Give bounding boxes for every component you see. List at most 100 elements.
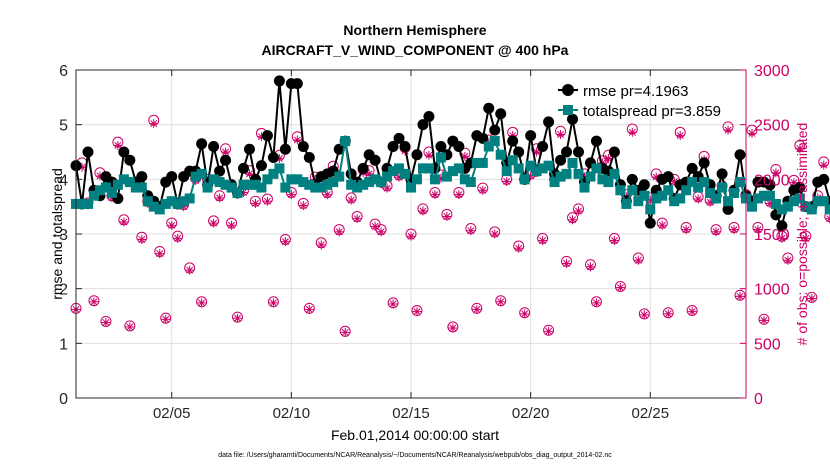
rmse-point — [537, 141, 549, 153]
spread-point — [549, 177, 560, 188]
asterisk-stroke — [168, 221, 176, 229]
asterisk-stroke — [263, 197, 271, 205]
rmse-point — [489, 124, 501, 136]
rmse-point — [794, 182, 806, 194]
spread-point — [280, 182, 291, 193]
rmse-point — [662, 171, 674, 183]
asterisk-stroke — [604, 155, 612, 163]
spread-point — [334, 171, 345, 182]
spread-point — [800, 201, 811, 212]
spread-point — [406, 182, 416, 193]
asterisk-stroke — [521, 310, 529, 318]
rmse-point — [525, 130, 537, 142]
obs-assimilated-marker — [556, 130, 566, 140]
spread-point — [136, 182, 147, 193]
obs-assimilated-marker — [418, 206, 428, 216]
spread-point — [758, 190, 769, 201]
legend: rmse pr=4.1963 totalspread pr=3.859 — [558, 83, 721, 120]
obs-assimilated-marker — [663, 309, 673, 319]
asterisk-stroke — [652, 173, 660, 181]
spread-point — [262, 174, 273, 185]
spread-point — [370, 174, 381, 185]
rmse-point — [82, 146, 94, 158]
spread-point — [824, 204, 830, 215]
obs-assimilated-marker — [729, 225, 739, 235]
obs-assimilated-marker — [801, 233, 811, 243]
spread-point — [555, 171, 566, 182]
obs-assimilated-marker — [250, 198, 260, 208]
obs-assimilated-marker — [125, 322, 135, 332]
rmse-point — [561, 146, 573, 158]
obs-assimilated-marker — [490, 229, 500, 239]
spread-point — [352, 182, 363, 193]
obs-assimilated-marker — [89, 297, 99, 307]
spread-point — [597, 174, 608, 185]
asterisk-stroke — [269, 299, 277, 307]
obs-assimilated-marker — [609, 236, 619, 246]
legend-rmse-marker — [562, 84, 574, 96]
spread-point — [328, 177, 339, 188]
rmse-point — [543, 116, 555, 128]
spread-point — [244, 179, 255, 190]
asterisk-stroke — [574, 207, 583, 215]
spread-point — [645, 204, 656, 215]
asterisk-stroke — [186, 266, 194, 274]
asterisk-stroke — [503, 178, 511, 186]
spread-point — [776, 204, 787, 215]
spread-point — [459, 174, 470, 185]
spread-point — [621, 198, 632, 209]
rmse-point — [333, 143, 345, 155]
obs-assimilated-marker — [562, 259, 572, 269]
obs-assimilated-marker — [280, 237, 290, 247]
legend-rmse-label: rmse pr=4.1963 — [583, 83, 688, 100]
asterisk-stroke — [174, 234, 182, 242]
obs-assimilated-marker — [496, 297, 506, 307]
spread-point — [190, 171, 201, 182]
asterisk-stroke — [796, 145, 804, 153]
spread-point — [717, 182, 728, 193]
asterisk-stroke — [245, 170, 253, 178]
rmse-point — [567, 113, 579, 125]
rmse-point — [417, 119, 429, 131]
asterisk-stroke — [772, 169, 780, 177]
y2-tick-label: 500 — [754, 336, 781, 353]
spread-point — [172, 198, 183, 209]
rmse-point — [279, 143, 291, 155]
obs-assimilated-marker — [286, 190, 296, 200]
asterisk-stroke — [90, 298, 98, 306]
rmse-point — [166, 171, 178, 183]
asterisk-stroke — [156, 250, 164, 258]
obs-assimilated-marker — [227, 220, 237, 230]
spread-point — [693, 182, 704, 193]
y-tick-label: 6 — [59, 63, 68, 80]
obs-assimilated-marker — [747, 128, 757, 138]
rmse-point — [477, 132, 489, 144]
obs-assimilated-marker — [723, 125, 733, 135]
asterisk-stroke — [371, 222, 379, 230]
obs-assimilated-marker — [681, 225, 691, 235]
rmse-point — [698, 157, 710, 169]
spread-point — [142, 196, 153, 207]
asterisk-stroke — [670, 178, 678, 186]
asterisk-stroke — [664, 310, 672, 318]
obs-assimilated-marker — [155, 249, 165, 259]
spread-point — [358, 179, 369, 190]
asterisk-stroke — [407, 232, 415, 240]
asterisk-stroke — [138, 235, 146, 243]
obs-assimilated-marker — [161, 314, 171, 324]
obs-assimilated-marker — [137, 234, 147, 244]
obs-assimilated-marker — [406, 231, 416, 241]
asterisk-stroke — [102, 319, 110, 327]
obs-assimilated-marker — [167, 220, 177, 230]
x-tick-label: 02/10 — [273, 405, 311, 422]
asterisk-stroke — [467, 227, 475, 235]
spread-point — [256, 182, 267, 193]
spread-point — [268, 168, 279, 179]
spread-point — [124, 177, 135, 188]
spread-point — [483, 141, 494, 152]
rmse-point — [387, 141, 399, 153]
spread-point — [232, 188, 243, 198]
spread-point — [752, 193, 763, 204]
obs-assimilated-marker — [376, 227, 386, 237]
spread-point — [812, 196, 823, 207]
